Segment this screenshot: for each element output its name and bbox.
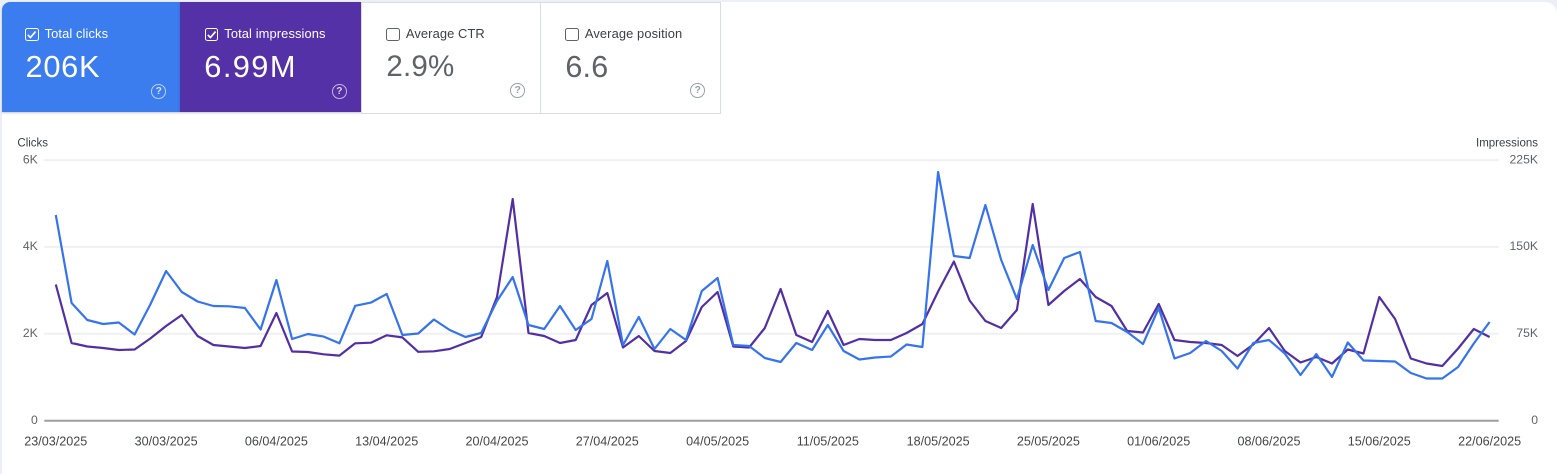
svg-text:150K: 150K (1510, 239, 1538, 253)
svg-text:06/04/2025: 06/04/2025 (245, 435, 308, 449)
svg-text:0: 0 (1531, 413, 1538, 427)
svg-text:23/03/2025: 23/03/2025 (24, 435, 87, 449)
svg-text:18/05/2025: 18/05/2025 (907, 435, 970, 449)
svg-text:Impressions: Impressions (1476, 137, 1538, 149)
svg-text:15/06/2025: 15/06/2025 (1348, 435, 1411, 449)
svg-text:Clicks: Clicks (17, 137, 48, 149)
svg-text:11/05/2025: 11/05/2025 (797, 435, 859, 449)
svg-text:13/04/2025: 13/04/2025 (355, 435, 418, 449)
svg-text:22/06/2025: 22/06/2025 (1458, 435, 1521, 449)
svg-text:0: 0 (31, 413, 38, 427)
svg-text:4K: 4K (23, 239, 38, 253)
svg-text:08/06/2025: 08/06/2025 (1237, 435, 1300, 449)
svg-text:225K: 225K (1510, 152, 1538, 166)
svg-text:04/05/2025: 04/05/2025 (686, 435, 749, 449)
svg-text:30/03/2025: 30/03/2025 (135, 435, 198, 449)
svg-text:27/04/2025: 27/04/2025 (576, 435, 639, 449)
svg-text:20/04/2025: 20/04/2025 (465, 435, 528, 449)
svg-text:25/05/2025: 25/05/2025 (1017, 435, 1080, 449)
svg-text:75K: 75K (1516, 326, 1538, 340)
svg-text:01/06/2025: 01/06/2025 (1127, 435, 1190, 449)
svg-text:6K: 6K (23, 152, 38, 166)
svg-text:2K: 2K (23, 326, 38, 340)
